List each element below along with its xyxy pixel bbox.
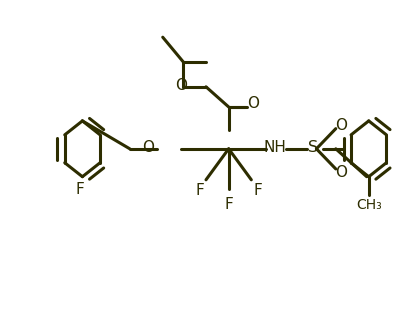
Text: O: O: [247, 96, 259, 111]
Text: O: O: [175, 78, 187, 93]
Text: F: F: [224, 197, 233, 212]
Text: F: F: [76, 182, 85, 197]
Text: O: O: [335, 165, 347, 179]
Text: CH₃: CH₃: [356, 197, 382, 212]
Text: F: F: [253, 183, 262, 198]
Text: F: F: [195, 183, 204, 198]
Text: S: S: [308, 140, 318, 155]
Text: NH: NH: [264, 140, 287, 155]
Text: O: O: [142, 140, 154, 155]
Text: O: O: [335, 118, 347, 133]
